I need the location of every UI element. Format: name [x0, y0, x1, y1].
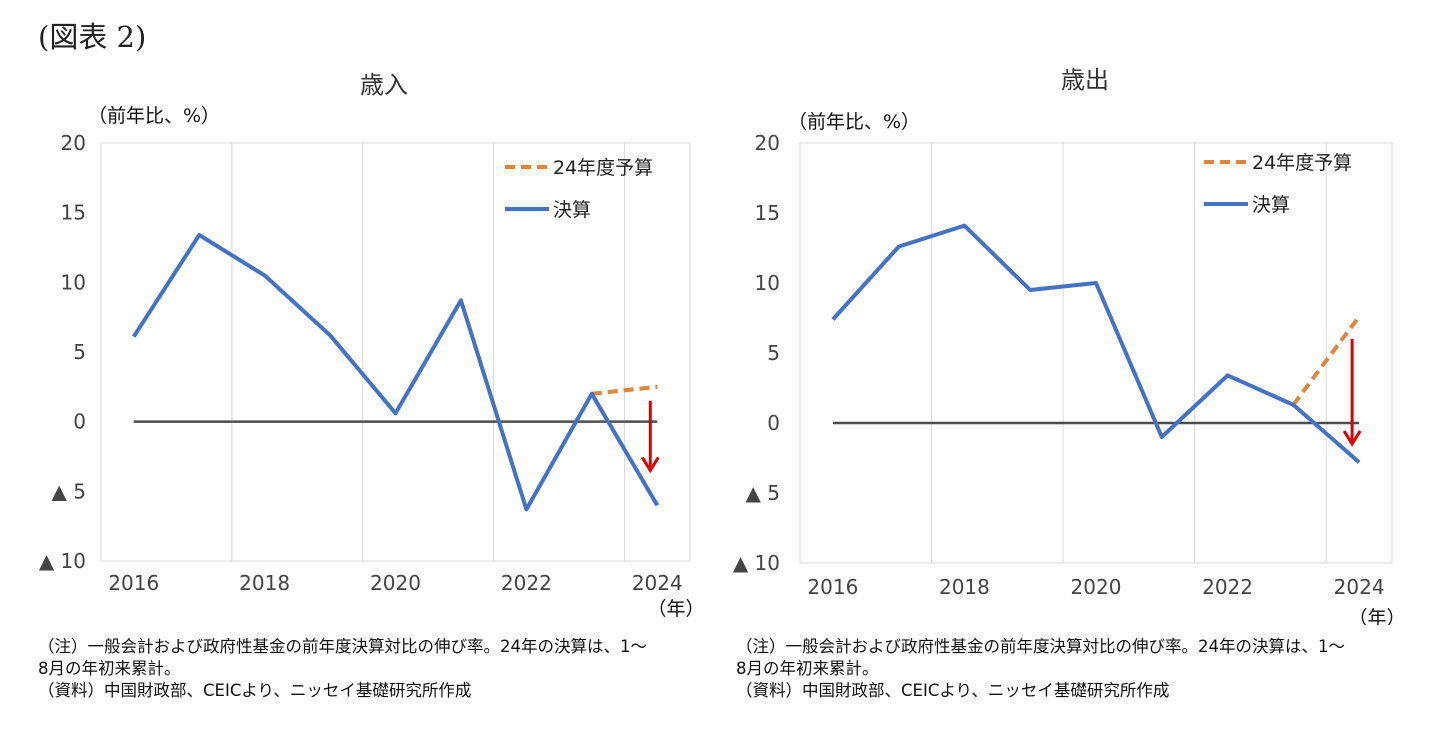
x-tick-label: 2020: [1071, 575, 1122, 599]
y-tick-label: 5: [73, 340, 86, 364]
y-tick-label: 15: [755, 201, 780, 225]
expenditure-chart-notes: （注）一般会計および政府性基金の前年度決算対比の伸び率。24年の決算は、1～ 8…: [736, 636, 1345, 702]
legend-label: 24年度予算: [553, 157, 653, 179]
revenue-chart: 歳入 （前年比、%）20 15 10 5 0 ▲ 5 ▲ 10 2016 2018 2020 2022…: [39, 71, 705, 620]
y-tick-label: ▲ 10: [733, 551, 780, 575]
note-line: （注）一般会計および政府性基金の前年度決算対比の伸び率。24年の決算は、1～: [736, 637, 1345, 656]
legend-label: 決算: [553, 199, 591, 221]
note-line: 8月の年初来累計。: [38, 659, 181, 678]
figure-label: (図表 2): [38, 20, 147, 54]
y-tick-label: 5: [767, 341, 780, 365]
expenditure-chart-panel: 歳出 （前年比、%） 20 15 10 5 0 ▲ 5 ▲ 10 2016 2018 2020 2022…: [700, 0, 1415, 736]
y-axis-unit: （前年比、%）: [788, 111, 920, 133]
plot-frame: [100, 142, 691, 562]
x-tick-label: 2018: [939, 575, 990, 599]
revenue-chart-panel: 歳入 （前年比、%） 20 15 10 5 0 ▲ 5 ▲ 10 2016 2018 2020 2022…: [0, 0, 715, 736]
down-arrow-head: [641, 456, 660, 474]
y-tick-label: 10: [61, 270, 86, 294]
plot-frame: [799, 142, 1393, 564]
y-axis-unit: （前年比、%）: [88, 105, 220, 127]
chart-title: 歳出: [1061, 66, 1109, 94]
legend-label: 24年度予算: [1252, 152, 1352, 174]
y-tick-label: 0: [73, 410, 86, 434]
source-line: （資料）中国財政部、CEICより、ニッセイ基礎研究所作成: [38, 681, 472, 700]
source-line: （資料）中国財政部、CEICより、ニッセイ基礎研究所作成: [736, 681, 1170, 700]
y-tick-label: 10: [755, 271, 780, 295]
y-tick-label: ▲ 5: [52, 479, 86, 503]
x-tick-label: 2020: [370, 571, 421, 595]
actual-series-line: [831, 223, 1361, 464]
y-tick-label: 20: [755, 131, 780, 155]
y-tick-label: 15: [61, 201, 86, 225]
x-tick-label: 2022: [501, 571, 552, 595]
x-tick-label: 2024: [632, 571, 683, 595]
chart-title: 歳入: [360, 71, 408, 99]
budget-series-line: [1291, 315, 1361, 406]
budget-series-line: [591, 384, 658, 396]
x-axis-unit: （年）: [1348, 607, 1405, 625]
x-tick-label: 2018: [239, 571, 290, 595]
note-line: 8月の年初来累計。: [736, 659, 879, 678]
y-tick-label: ▲ 5: [746, 481, 780, 505]
down-arrow-head: [1342, 430, 1362, 447]
x-tick-label: 2022: [1202, 575, 1253, 599]
y-tick-label: 0: [767, 411, 780, 435]
x-axis-unit: （年）: [647, 598, 704, 620]
y-tick-label: ▲ 10: [39, 549, 86, 573]
actual-series-line: [132, 233, 660, 512]
legend-label: 決算: [1252, 194, 1290, 216]
note-line: （注）一般会計および政府性基金の前年度決算対比の伸び率。24年の決算は、1～: [38, 637, 647, 656]
expenditure-chart: 歳出 （前年比、%） 20 15 10 5 0 ▲ 5 ▲ 10 2016 2018 2020 2022…: [733, 66, 1406, 625]
x-tick-label: 2016: [108, 571, 159, 595]
y-tick-label: 20: [61, 131, 86, 155]
revenue-chart-notes: （注）一般会計および政府性基金の前年度決算対比の伸び率。24年の決算は、1～ 8…: [38, 636, 647, 702]
x-tick-label: 2024: [1334, 575, 1385, 599]
x-tick-label: 2016: [807, 575, 858, 599]
